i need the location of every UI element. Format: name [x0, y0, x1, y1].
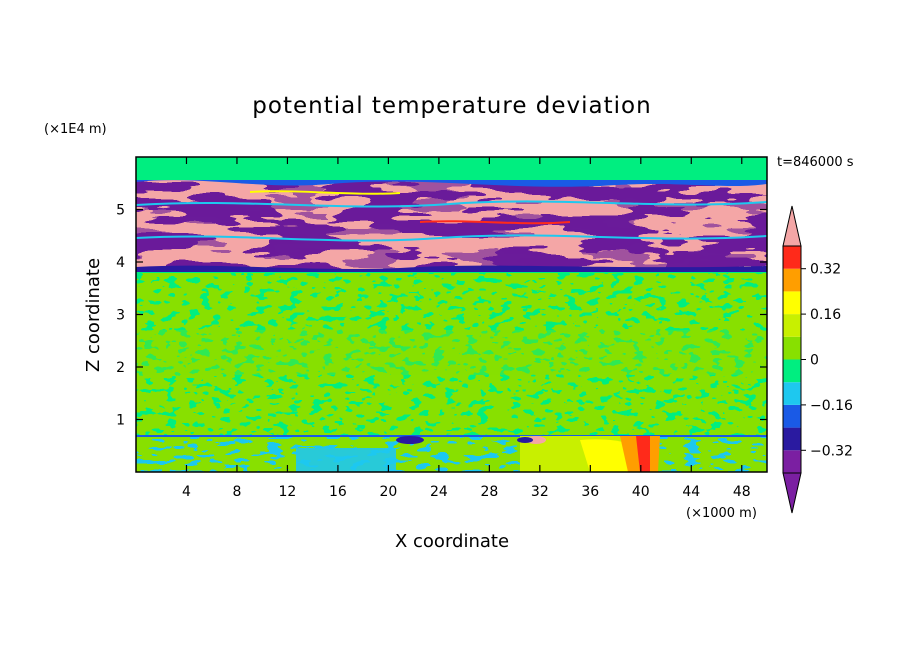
x-tick-label-2: 12 — [279, 484, 297, 500]
y-tick-label-0: 1 — [116, 413, 125, 429]
x-tick-label-1: 8 — [232, 484, 241, 500]
field-texture-low — [136, 273, 767, 435]
colorbar-segment-6 — [783, 314, 801, 337]
x-tick-label-9: 40 — [632, 484, 650, 500]
time-label: t=846000 s — [777, 155, 854, 170]
x-axis-ticks: 4 8 12 16 20 24 28 32 36 40 44 48 — [182, 157, 751, 500]
colorbar: 0.32 0.16 0 −0.16 −0.32 — [782, 205, 853, 514]
y-axis-label: Z coordinate — [83, 258, 104, 372]
y-tick-label-4: 5 — [116, 203, 125, 219]
y-tick-label-2: 3 — [116, 308, 125, 324]
colorbar-tick-label-0: 0.32 — [810, 262, 841, 278]
colorbar-tick-label-3: −0.16 — [810, 398, 853, 414]
x-unit-label: (×1000 m) — [686, 506, 757, 521]
x-tick-label-11: 48 — [733, 484, 751, 500]
colorbar-segment-0 — [783, 450, 801, 473]
colorbar-tick-label-2: 0 — [810, 353, 819, 369]
colorbar-segment-4 — [783, 359, 801, 383]
x-tick-label-3: 16 — [329, 484, 347, 500]
y-tick-label-1: 2 — [116, 360, 125, 376]
colorbar-segment-2 — [783, 404, 801, 428]
low-level-field — [136, 435, 767, 472]
field-greenish-band — [136, 330, 767, 375]
x-axis-label: X coordinate — [395, 531, 509, 552]
colorbar-segment-7 — [783, 291, 801, 315]
y-tick-label-3: 4 — [116, 255, 125, 271]
colorbar-segment-5 — [783, 336, 801, 360]
x-tick-label-7: 32 — [531, 484, 549, 500]
colorbar-segment-8 — [783, 268, 801, 292]
x-tick-label-6: 28 — [480, 484, 498, 500]
plot-area — [136, 157, 767, 472]
colorbar-segment-1 — [783, 427, 801, 451]
colorbar-segment-9 — [783, 246, 801, 269]
colorbar-tick-label-4: −0.32 — [810, 443, 853, 459]
y-unit-label: (×1E4 m) — [44, 122, 107, 137]
x-tick-label-10: 44 — [682, 484, 700, 500]
x-tick-label-5: 24 — [430, 484, 448, 500]
x-tick-label-4: 20 — [379, 484, 397, 500]
colorbar-tick-label-1: 0.16 — [810, 307, 841, 323]
colorbar-segment-3 — [783, 382, 801, 405]
x-tick-label-8: 36 — [581, 484, 599, 500]
chart-title: potential temperature deviation — [252, 93, 651, 119]
colorbar-extend-low — [782, 472, 802, 514]
y-axis-ticks: 1 2 3 4 5 — [116, 203, 767, 429]
colorbar-extend-high — [782, 205, 802, 247]
upper-band-field — [136, 180, 767, 272]
x-tick-label-0: 4 — [182, 484, 191, 500]
